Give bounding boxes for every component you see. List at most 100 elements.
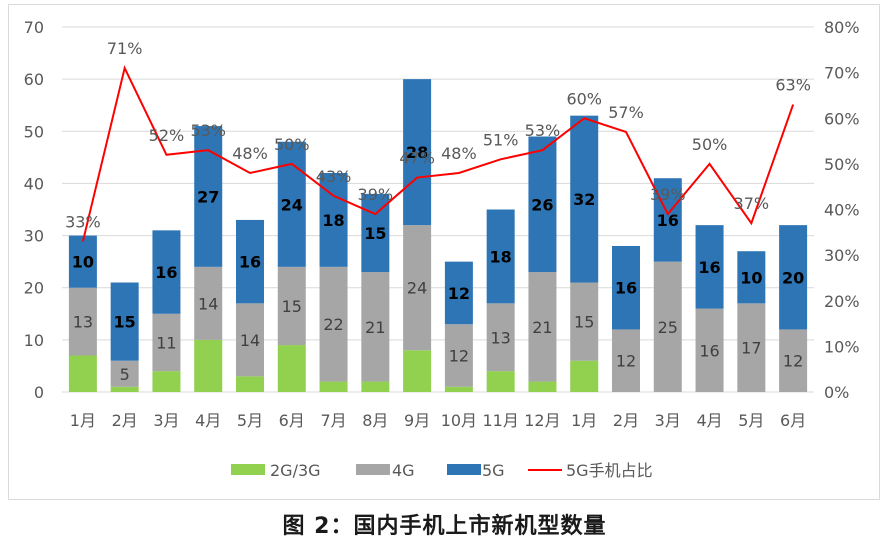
bar-5g bbox=[570, 115, 599, 283]
y-left-tick-label: 10 bbox=[24, 331, 44, 350]
y-left-tick-label: 40 bbox=[24, 174, 44, 193]
bar-4g bbox=[570, 282, 599, 361]
y-right-tick-label: 80% bbox=[824, 18, 860, 37]
bar-4g bbox=[277, 266, 306, 346]
data-label-5g-share: 60% bbox=[566, 89, 602, 108]
bar-2g3g bbox=[68, 355, 97, 392]
data-label-4g: 11 bbox=[156, 333, 176, 352]
y-right-tick-label: 10% bbox=[824, 337, 860, 356]
data-label-5g-share: 48% bbox=[441, 144, 477, 163]
legend-label: 4G bbox=[392, 461, 415, 480]
data-label-5g: 24 bbox=[281, 195, 303, 214]
y-left-tick-label: 20 bbox=[24, 279, 44, 298]
bar-2g3g bbox=[277, 345, 306, 392]
bar-4g bbox=[779, 329, 808, 392]
data-label-4g: 16 bbox=[699, 341, 719, 360]
bar-5g bbox=[612, 246, 640, 330]
y-left-tick-label: 60 bbox=[24, 70, 44, 89]
x-tick-label: 10月 bbox=[441, 411, 477, 430]
y-right-tick-label: 60% bbox=[824, 109, 860, 128]
x-tick-label: 4月 bbox=[696, 411, 722, 430]
data-label-5g: 10 bbox=[740, 268, 762, 287]
y-right-tick-label: 40% bbox=[824, 201, 860, 220]
data-label-5g: 32 bbox=[573, 190, 595, 209]
figure-caption: 图 2：国内手机上市新机型数量 bbox=[282, 514, 607, 539]
bar-5g bbox=[779, 225, 808, 330]
bar-5g bbox=[403, 79, 432, 226]
data-label-5g: 16 bbox=[155, 263, 177, 282]
bar-5g bbox=[695, 225, 724, 309]
bar-4g bbox=[528, 272, 557, 382]
x-tick-label: 12月 bbox=[524, 411, 560, 430]
data-label-4g: 22 bbox=[323, 315, 343, 334]
data-label-4g: 15 bbox=[574, 313, 594, 332]
data-label-5g-share: 39% bbox=[650, 185, 686, 204]
data-label-4g: 14 bbox=[240, 331, 260, 350]
x-tick-label: 2月 bbox=[613, 411, 639, 430]
bar-2g3g bbox=[486, 371, 515, 392]
bar-2g3g bbox=[444, 386, 473, 392]
data-label-4g: 12 bbox=[616, 352, 636, 371]
x-tick-label: 6月 bbox=[780, 411, 806, 430]
x-tick-label: 2月 bbox=[112, 411, 138, 430]
data-label-5g: 16 bbox=[698, 258, 720, 277]
data-label-4g: 13 bbox=[73, 313, 93, 332]
y-right-tick-label: 20% bbox=[824, 292, 860, 311]
bar-4g bbox=[737, 303, 766, 392]
data-label-5g: 26 bbox=[531, 195, 553, 214]
legend-swatch-4g bbox=[356, 464, 390, 475]
data-label-5g-share: 53% bbox=[525, 121, 561, 140]
bar-4g bbox=[236, 303, 264, 377]
bar-5g bbox=[444, 261, 473, 325]
bar-5g bbox=[277, 141, 306, 267]
bar-4g bbox=[444, 324, 473, 387]
bar-5g bbox=[152, 230, 181, 314]
bar-4g bbox=[612, 329, 640, 392]
bar-2g3g bbox=[110, 386, 139, 392]
data-label-5g-share: 33% bbox=[65, 212, 101, 231]
data-label-5g: 15 bbox=[114, 313, 136, 332]
data-label-5g-share: 50% bbox=[274, 135, 310, 154]
data-label-5g-share: 47% bbox=[399, 149, 435, 168]
legend-label: 5G bbox=[482, 461, 505, 480]
data-label-5g: 18 bbox=[322, 211, 344, 230]
data-label-4g: 12 bbox=[783, 352, 803, 371]
data-label-4g: 25 bbox=[658, 318, 678, 337]
bar-4g bbox=[361, 272, 390, 382]
data-label-5g-share: 52% bbox=[149, 126, 185, 145]
legend-label: 5G手机占比 bbox=[566, 461, 653, 480]
bar-2g3g bbox=[152, 371, 181, 392]
data-label-5g: 16 bbox=[615, 279, 637, 298]
y-left-tick-label: 50 bbox=[24, 122, 44, 141]
bar-4g bbox=[653, 261, 682, 392]
y-right-tick-label: 50% bbox=[824, 155, 860, 174]
y-left-tick-label: 30 bbox=[24, 227, 44, 246]
data-label-5g-share: 43% bbox=[316, 167, 352, 186]
bar-5g bbox=[110, 282, 139, 361]
data-label-4g: 21 bbox=[365, 318, 385, 337]
y-left-tick-label: 70 bbox=[24, 18, 44, 37]
data-label-4g: 13 bbox=[490, 328, 510, 347]
x-tick-label: 5月 bbox=[738, 411, 764, 430]
x-tick-label: 8月 bbox=[362, 411, 388, 430]
bar-4g bbox=[110, 360, 139, 387]
data-label-5g: 27 bbox=[197, 187, 219, 206]
legend-swatch-2g3g bbox=[231, 464, 265, 475]
bar-4g bbox=[152, 313, 181, 372]
data-label-4g: 14 bbox=[198, 294, 218, 313]
y-right-tick-label: 0% bbox=[824, 383, 849, 402]
x-tick-label: 3月 bbox=[655, 411, 681, 430]
x-tick-label: 4月 bbox=[195, 411, 221, 430]
data-label-4g: 21 bbox=[532, 318, 552, 337]
bar-4g bbox=[695, 308, 724, 392]
data-label-5g-share: 51% bbox=[483, 130, 519, 149]
bar-2g3g bbox=[528, 381, 557, 392]
bar-5g bbox=[528, 136, 557, 273]
bar-2g3g bbox=[570, 360, 599, 392]
data-label-5g-share: 71% bbox=[107, 39, 143, 58]
data-label-4g: 24 bbox=[407, 279, 427, 298]
bar-5g bbox=[236, 219, 264, 304]
x-tick-label: 11月 bbox=[482, 411, 518, 430]
bar-4g bbox=[68, 287, 97, 356]
data-label-5g: 10 bbox=[72, 253, 94, 272]
